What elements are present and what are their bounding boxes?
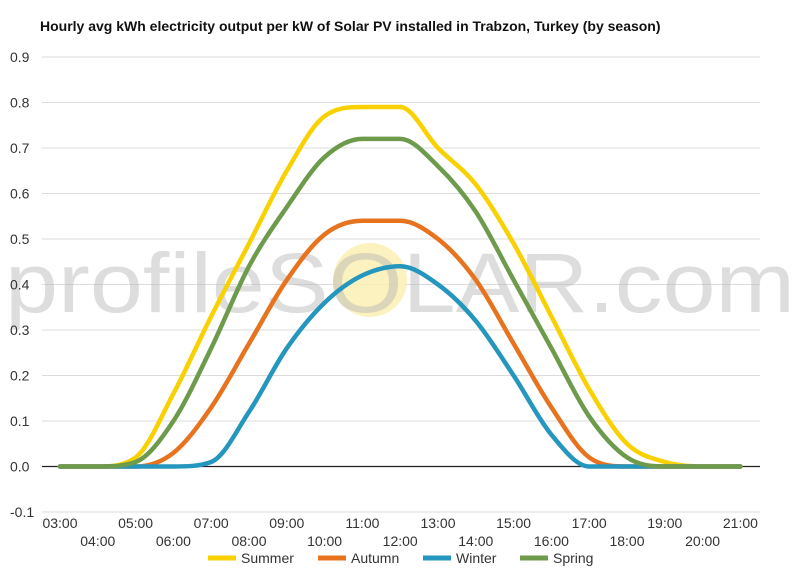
watermark-sun-icon [333,243,407,317]
y-tick-label: 0.2 [10,368,30,384]
x-tick-label: 08:00 [231,533,266,549]
x-tick-label: 03:00 [42,515,77,531]
x-tick-label: 09:00 [269,515,304,531]
legend-label-winter: Winter [456,550,497,566]
x-tick-label: 07:00 [194,515,229,531]
x-tick-label: 15:00 [496,515,531,531]
x-tick-label: 19:00 [647,515,682,531]
y-tick-label: 0.6 [10,186,30,202]
y-tick-label: 0.7 [10,140,30,156]
x-tick-label: 18:00 [609,533,644,549]
y-tick-label: -0.1 [10,504,34,520]
series-line-spring [57,136,743,469]
x-tick-label: 04:00 [80,533,115,549]
x-tick-label: 20:00 [685,533,720,549]
x-tick-label: 13:00 [420,515,455,531]
x-tick-label: 05:00 [118,515,153,531]
x-tick-label: 10:00 [307,533,342,549]
watermark-text: profileSOLAR.com [5,236,795,330]
legend-label-spring: Spring [553,550,593,566]
x-tick-label: 11:00 [345,515,379,531]
legend: Summer Autumn Winter Spring [208,550,593,566]
series-line-summer [57,104,743,469]
x-tick-label: 21:00 [723,515,758,531]
x-tick-label: 16:00 [534,533,569,549]
grid-lines [42,56,760,513]
x-tick-label: 06:00 [156,533,191,549]
x-tick-label: 12:00 [383,533,418,549]
series-lines [57,104,743,469]
y-tick-label: 0.5 [10,231,30,247]
x-axis-ticks: 03:0004:0005:0006:0007:0008:0009:0010:00… [42,515,758,549]
y-tick-label: 0.1 [10,413,30,429]
legend-label-summer: Summer [241,550,294,566]
y-tick-label: 0.0 [10,459,30,475]
y-tick-label: 0.8 [10,95,30,111]
y-tick-label: 0.3 [10,322,30,338]
y-axis-ticks: -0.1 0.0 0.1 0.2 0.3 0.4 0.5 0.6 0.7 0.8 0.9 [10,49,34,520]
x-tick-label: 17:00 [572,515,607,531]
legend-label-autumn: Autumn [351,550,399,566]
series-line-winter [57,264,743,469]
y-tick-label: 0.9 [10,49,30,65]
x-tick-label: 14:00 [458,533,493,549]
y-tick-label: 0.4 [10,277,30,293]
chart-title: Hourly avg kWh electricity output per kW… [40,18,661,34]
watermark: profileSOLAR.com [5,236,795,330]
